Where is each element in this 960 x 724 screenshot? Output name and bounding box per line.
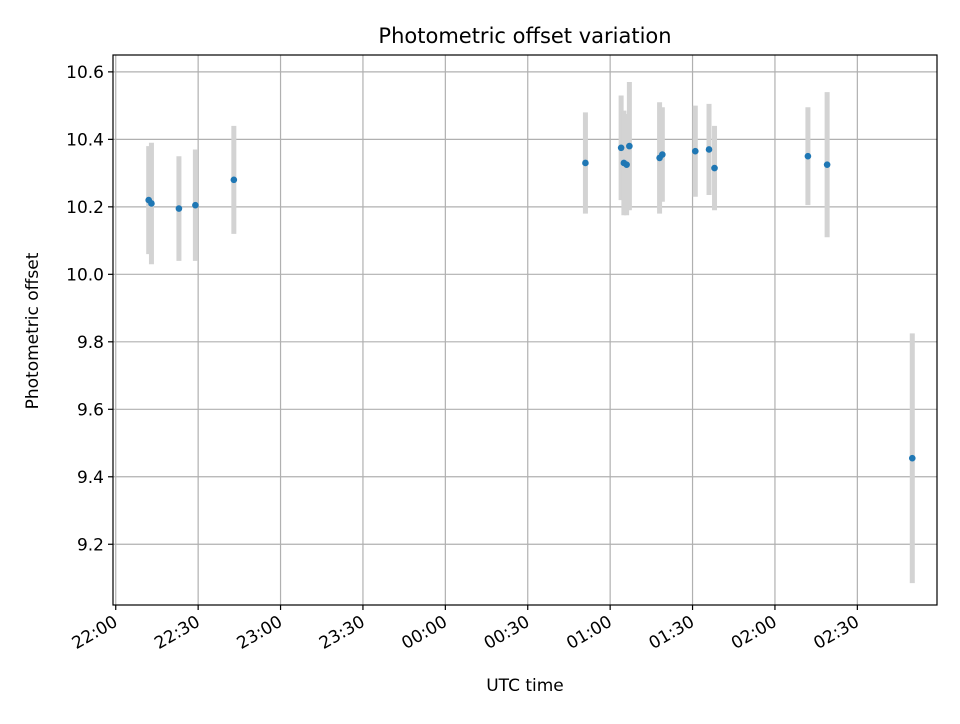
data-point <box>711 164 718 172</box>
y-tick-label: 10.2 <box>66 198 104 218</box>
data-point <box>908 454 916 462</box>
y-tick-label: 10.0 <box>66 265 104 285</box>
data-point <box>192 201 199 209</box>
y-tick-label: 9.2 <box>77 535 104 555</box>
data-point <box>617 144 625 152</box>
y-tick-label: 10.4 <box>66 130 104 150</box>
y-tick-label: 9.6 <box>77 400 104 420</box>
data-point <box>705 146 713 153</box>
y-axis-label: Photometric offset <box>23 252 43 409</box>
y-tick-label: 10.6 <box>66 63 104 83</box>
y-tick-label: 9.8 <box>77 333 104 353</box>
y-tick-label: 9.4 <box>77 468 104 488</box>
data-point <box>623 161 630 168</box>
data-point <box>148 200 155 207</box>
chart-title: Photometric offset variation <box>378 24 671 48</box>
data-point <box>230 176 238 184</box>
data-point <box>175 205 183 212</box>
data-point <box>823 161 831 168</box>
data-point <box>804 152 812 160</box>
data-point <box>582 159 589 167</box>
axes-frame <box>112 54 938 606</box>
data-points <box>145 142 916 462</box>
data-point <box>659 151 666 158</box>
grid <box>113 55 937 605</box>
x-axis-label: UTC time <box>486 676 564 696</box>
data-point <box>691 147 699 155</box>
data-point <box>626 142 633 150</box>
y-ticks: 9.2 9.4 9.6 9.8 10.0 10.2 10.4 10.6 <box>66 63 113 555</box>
